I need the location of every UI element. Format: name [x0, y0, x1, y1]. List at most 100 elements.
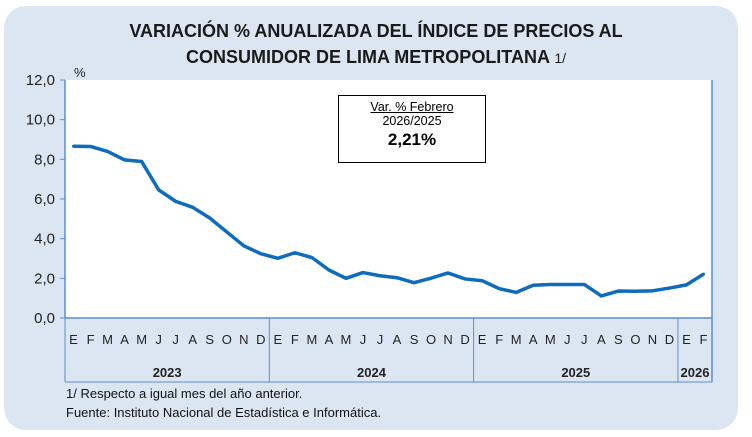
data-point	[378, 274, 382, 278]
month-label: F	[495, 332, 503, 347]
data-point	[361, 271, 365, 275]
data-point	[276, 256, 280, 260]
month-label: S	[205, 332, 214, 347]
month-label: F	[291, 332, 299, 347]
month-label: J	[564, 332, 571, 347]
month-label: J	[377, 332, 384, 347]
data-point	[684, 283, 688, 287]
month-label: J	[172, 332, 179, 347]
month-label: F	[700, 332, 708, 347]
data-point	[259, 252, 263, 256]
month-label: N	[443, 332, 452, 347]
month-label: F	[87, 332, 95, 347]
month-label: M	[341, 332, 352, 347]
data-point	[650, 289, 654, 293]
data-point	[242, 244, 246, 248]
data-point	[429, 276, 433, 280]
month-label: A	[529, 332, 538, 347]
data-point	[140, 160, 144, 164]
month-label: E	[69, 332, 78, 347]
month-label: M	[545, 332, 556, 347]
data-point	[395, 276, 399, 280]
data-point	[599, 294, 603, 298]
month-label: S	[614, 332, 623, 347]
year-label: 2026	[681, 365, 710, 380]
y-tick-label: 12,0	[26, 72, 55, 89]
data-point	[123, 158, 127, 162]
data-point	[89, 144, 93, 148]
title-line-1: VARIACIÓN % ANUALIZADA DEL ÍNDICE DE PRE…	[129, 21, 623, 41]
month-label: A	[597, 332, 606, 347]
series-line	[73, 144, 705, 298]
annotation-box: Var. % Febrero 2026/2025 2,21%	[338, 95, 486, 163]
month-label: M	[511, 332, 522, 347]
month-label: M	[136, 332, 147, 347]
month-label: J	[581, 332, 588, 347]
data-point	[174, 199, 178, 203]
month-label: A	[393, 332, 402, 347]
data-point	[667, 286, 671, 290]
data-point	[565, 282, 569, 286]
year-label: 2023	[153, 365, 182, 380]
month-label: S	[410, 332, 419, 347]
month-label: M	[306, 332, 317, 347]
footnote: 1/ Respecto a igual mes del año anterior…	[66, 386, 303, 401]
data-point	[531, 283, 535, 287]
month-label: A	[188, 332, 197, 347]
title-note: 1/	[554, 50, 567, 66]
y-tick-label: 10,0	[26, 112, 55, 129]
month-label: D	[256, 332, 265, 347]
year-label: 2024	[357, 365, 387, 380]
title-line-2: CONSUMIDOR DE LIMA METROPOLITANA	[185, 47, 550, 67]
month-label: N	[239, 332, 248, 347]
annotation-period: 2026/2025	[382, 114, 442, 128]
month-label: A	[325, 332, 334, 347]
data-point	[344, 276, 348, 280]
month-label: A	[120, 332, 129, 347]
month-label: D	[665, 332, 674, 347]
data-point	[310, 256, 314, 260]
data-point	[327, 268, 331, 272]
data-point	[293, 251, 297, 255]
data-point	[480, 279, 484, 283]
chart-title: VARIACIÓN % ANUALIZADA DEL ÍNDICE DE PRE…	[0, 18, 752, 71]
data-point	[463, 277, 467, 281]
y-tick-label: 6,0	[34, 191, 55, 208]
data-point	[72, 144, 76, 148]
month-label: O	[222, 332, 232, 347]
data-point	[446, 271, 450, 275]
month-label: M	[102, 332, 113, 347]
year-label: 2025	[561, 365, 590, 380]
month-label: N	[648, 332, 657, 347]
data-point	[616, 289, 620, 293]
annotation-label: Var. % Febrero	[370, 100, 454, 114]
month-label: J	[360, 332, 367, 347]
data-point	[208, 216, 212, 220]
data-point	[514, 290, 518, 294]
y-tick-label: 8,0	[34, 151, 55, 168]
month-label: O	[630, 332, 640, 347]
data-point	[412, 281, 416, 285]
month-label: O	[426, 332, 436, 347]
data-point	[191, 205, 195, 209]
month-label: E	[682, 332, 691, 347]
data-point	[225, 230, 229, 234]
annotation-value: 2,21%	[387, 130, 437, 149]
data-point	[633, 289, 637, 293]
data-point	[548, 282, 552, 286]
y-tick-label: 4,0	[34, 231, 55, 248]
y-axis-unit: %	[74, 65, 86, 80]
data-point	[497, 287, 501, 291]
data-point	[701, 272, 705, 276]
data-point	[582, 282, 586, 286]
data-point	[106, 149, 110, 153]
month-label: J	[155, 332, 162, 347]
y-tick-label: 2,0	[34, 270, 55, 287]
data-point	[157, 188, 161, 192]
source-note: Fuente: Instituto Nacional de Estadístic…	[66, 405, 382, 420]
month-label: D	[460, 332, 469, 347]
month-label: E	[478, 332, 487, 347]
month-label: E	[273, 332, 282, 347]
y-tick-label: 0,0	[34, 310, 55, 327]
